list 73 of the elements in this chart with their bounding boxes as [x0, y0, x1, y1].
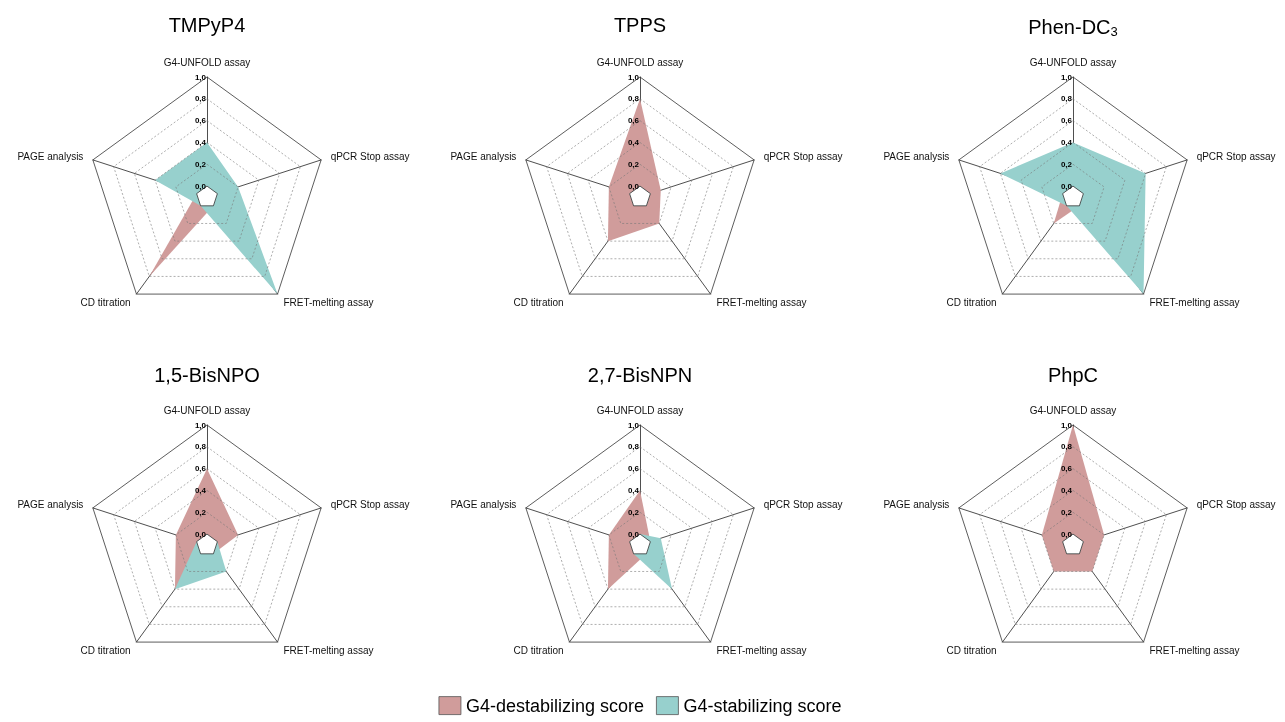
- spoke-label: qPCR Stop assay: [1196, 151, 1276, 163]
- spoke-label: qPCR Stop assay: [763, 151, 843, 163]
- chart-title: TPPS: [613, 14, 667, 36]
- y-tick-label: 0,8: [627, 94, 640, 104]
- y-tick-label: 0,4: [1060, 485, 1073, 495]
- spoke-label: FRET-melting assay: [716, 644, 807, 656]
- y-tick-label: 0,8: [194, 442, 207, 452]
- spoke-label: qPCR Stop assay: [330, 151, 410, 163]
- y-tick-label: 0,6: [627, 464, 640, 474]
- spoke-label: G4-UNFOLD assay: [596, 404, 684, 416]
- spoke-label: FRET-melting assay: [1149, 296, 1240, 308]
- y-tick-label: 0,2: [194, 507, 207, 517]
- spoke-label: PAGE analysis: [450, 499, 517, 511]
- y-tick-label: 0,4: [194, 137, 207, 147]
- y-tick-label: 0,8: [1060, 94, 1073, 104]
- spoke-label: FRET-melting assay: [283, 296, 374, 308]
- y-tick-label: 1,0: [194, 72, 207, 82]
- chart-title: PhpC: [1047, 364, 1099, 386]
- y-tick-label: 0,0: [1060, 529, 1073, 539]
- y-tick-label: 0,0: [627, 529, 640, 539]
- spoke-label: CD titration: [513, 296, 564, 308]
- y-tick-label: 1,0: [1060, 72, 1073, 82]
- y-tick-label: 0,0: [1060, 181, 1073, 191]
- y-tick-label: 0,8: [194, 94, 207, 104]
- y-tick-label: 1,0: [627, 72, 640, 82]
- y-tick-label: 0,2: [194, 159, 207, 169]
- spoke-label: PAGE analysis: [883, 151, 950, 163]
- y-tick-label: 0,6: [194, 464, 207, 474]
- spoke-label: G4-UNFOLD assay: [1029, 404, 1117, 416]
- y-tick-label: 0,6: [1060, 116, 1073, 126]
- y-tick-label: 0,4: [627, 137, 640, 147]
- spoke-label: FRET-melting assay: [716, 296, 807, 308]
- spoke-label: G4-UNFOLD assay: [1029, 56, 1117, 68]
- y-tick-label: 0,6: [1060, 464, 1073, 474]
- spoke-label: CD titration: [513, 644, 564, 656]
- y-tick-label: 1,0: [194, 420, 207, 430]
- spoke-label: G4-UNFOLD assay: [163, 404, 251, 416]
- y-tick-label: 1,0: [1060, 420, 1073, 430]
- spoke-label: PAGE analysis: [17, 499, 84, 511]
- y-tick-label: 0,8: [627, 442, 640, 452]
- legend-label: G4-destabilizing score: [465, 695, 645, 716]
- chart-title: 2,7-BisNPN: [587, 364, 693, 386]
- y-tick-label: 0,6: [627, 116, 640, 126]
- spoke-label: qPCR Stop assay: [330, 499, 410, 511]
- y-tick-label: 0,0: [194, 181, 207, 191]
- spoke-label: PAGE analysis: [883, 499, 950, 511]
- spoke-label: G4-UNFOLD assay: [596, 56, 684, 68]
- y-tick-label: 0,4: [627, 485, 640, 495]
- spoke-label: PAGE analysis: [17, 151, 84, 163]
- y-tick-label: 0,6: [194, 116, 207, 126]
- y-tick-label: 0,4: [1060, 137, 1073, 147]
- spoke-label: CD titration: [946, 644, 997, 656]
- spoke-label: qPCR Stop assay: [763, 499, 843, 511]
- spoke-label: G4-UNFOLD assay: [163, 56, 251, 68]
- y-tick-label: 0,0: [627, 181, 640, 191]
- y-tick-label: 0,0: [194, 529, 207, 539]
- y-tick-label: 0,4: [194, 485, 207, 495]
- y-tick-label: 0,2: [627, 159, 640, 169]
- chart-title: 1,5-BisNPO: [154, 364, 260, 386]
- spoke-label: CD titration: [946, 296, 997, 308]
- spoke-label: PAGE analysis: [450, 151, 517, 163]
- y-tick-label: 0,8: [1060, 442, 1073, 452]
- spoke-label: qPCR Stop assay: [1196, 499, 1276, 511]
- legend-label: G4-stabilizing score: [683, 695, 842, 716]
- y-tick-label: 1,0: [627, 420, 640, 430]
- spoke-label: FRET-melting assay: [283, 644, 374, 656]
- y-tick-label: 0,2: [627, 507, 640, 517]
- spoke-label: FRET-melting assay: [1149, 644, 1240, 656]
- spoke-label: CD titration: [80, 296, 131, 308]
- chart-title: TMPyP4: [168, 14, 246, 36]
- y-tick-label: 0,2: [1060, 159, 1073, 169]
- y-tick-label: 0,2: [1060, 507, 1073, 517]
- spoke-label: CD titration: [80, 644, 131, 656]
